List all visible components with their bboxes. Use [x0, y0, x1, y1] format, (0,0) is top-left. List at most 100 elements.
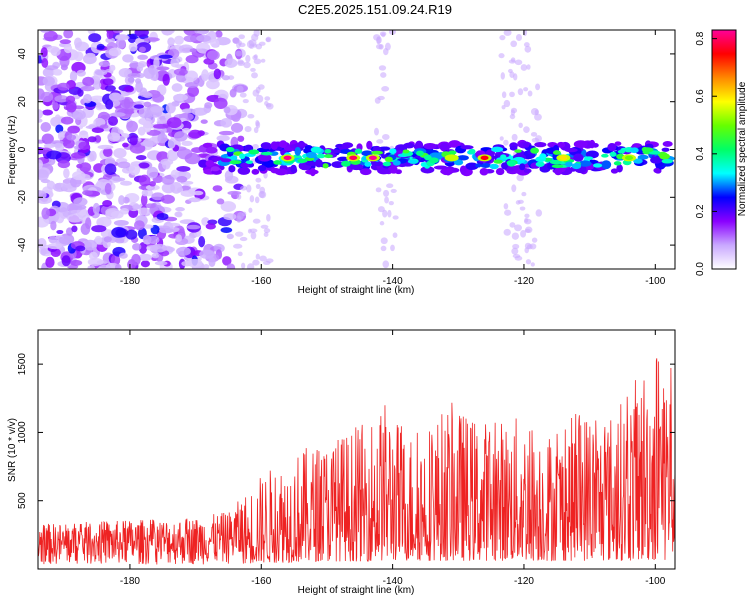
peak-core [447, 155, 456, 161]
signal-core-blob [539, 153, 547, 160]
signal-blob [433, 165, 448, 170]
signal-blob [650, 156, 663, 164]
noise-streak-blob [266, 214, 271, 222]
noise-blob [137, 207, 150, 216]
noise-streak-blob [524, 45, 532, 53]
noise-blob [224, 58, 238, 68]
noise-blob [181, 140, 193, 146]
noise-streak-blob [240, 185, 248, 191]
signal-core-blob [514, 149, 522, 153]
signal-core-blob [609, 151, 617, 157]
spectrogram-y-tick-label: 40 [17, 48, 28, 60]
noise-blob [113, 148, 127, 159]
noise-streak-blob [388, 201, 394, 206]
noise-blob [138, 174, 151, 187]
noise-blob [58, 235, 74, 245]
peak-core [480, 155, 489, 161]
noise-blob [234, 231, 244, 237]
noise-streak-blob [501, 104, 506, 110]
noise-blob [77, 88, 84, 97]
noise-blob [137, 54, 149, 60]
noise-blob [38, 159, 43, 170]
noise-blob [175, 207, 185, 212]
noise-streak-blob [524, 213, 530, 218]
noise-blob [112, 177, 126, 182]
signal-core-blob [493, 159, 503, 164]
signal-core-blob [641, 147, 654, 153]
noise-blob [184, 70, 199, 82]
noise-blob [186, 224, 201, 230]
noise-blob [50, 220, 57, 231]
noise-streak-blob [499, 136, 504, 141]
noise-blob [80, 85, 95, 92]
noise-streak-blob [236, 215, 242, 223]
noise-streak-blob [519, 206, 526, 211]
signal-blob [205, 160, 215, 167]
noise-streak-blob [503, 228, 511, 236]
noise-streak-blob [499, 35, 506, 41]
noise-blob [50, 47, 61, 57]
signal-blob [315, 159, 323, 168]
signal-blob [198, 159, 209, 168]
signal-core-blob [273, 160, 282, 165]
noise-streak-blob [534, 113, 542, 121]
signal-blob [395, 169, 402, 175]
noise-streak-blob [251, 144, 259, 150]
noise-blob [187, 258, 203, 268]
noise-blob [162, 73, 170, 86]
noise-blob [70, 259, 83, 266]
signal-blob [573, 140, 588, 149]
noise-blob [63, 30, 74, 39]
noise-blob [220, 201, 237, 212]
noise-streak-blob [255, 183, 261, 189]
noise-streak-blob [236, 41, 241, 49]
noise-blob [138, 107, 152, 119]
noise-streak-blob [380, 237, 388, 245]
noise-blob [41, 133, 54, 145]
noise-blob [180, 120, 192, 131]
signal-blob [403, 142, 415, 149]
spectrogram-x-tick-label: -140 [383, 276, 403, 287]
signal-blob [423, 142, 437, 150]
noise-blob [182, 127, 191, 134]
noise-streak-blob [531, 237, 538, 243]
noise-streak-blob [516, 174, 524, 182]
noise-streak-blob [503, 99, 511, 108]
noise-streak-blob [236, 194, 242, 200]
signal-blob [328, 149, 341, 154]
signal-core-blob [392, 160, 401, 166]
noise-blob [161, 175, 175, 185]
signal-blob [360, 168, 372, 176]
noise-streak-blob [252, 55, 258, 61]
noise-blob [154, 260, 168, 266]
peak-core [349, 155, 358, 161]
noise-blob [44, 65, 59, 71]
noise-blob [103, 236, 112, 243]
noise-blob [175, 211, 183, 218]
colorbar-tick-label: 0.2 [695, 204, 706, 218]
noise-streak-blob [260, 58, 266, 63]
noise-blob [151, 253, 160, 259]
signal-core-blob [552, 150, 561, 155]
noise-streak-blob [390, 244, 395, 252]
noise-streak-blob [520, 230, 527, 238]
colorbar-tick-label: 0.0 [695, 262, 706, 276]
noise-streak-blob [236, 85, 244, 94]
noise-blob [143, 37, 160, 42]
signal-core-blob [565, 161, 573, 168]
signal-core-blob [506, 160, 516, 167]
noise-blob [97, 144, 114, 150]
noise-streak-blob [376, 36, 381, 45]
signal-core-blob [536, 161, 545, 167]
noise-blob [153, 123, 169, 129]
noise-blob [138, 253, 152, 262]
signal-core-blob [260, 151, 273, 156]
noise-blob [102, 174, 113, 181]
noise-blob [229, 88, 237, 98]
signal-core-blob [428, 157, 439, 164]
signal-core-blob [633, 158, 643, 164]
noise-blob [222, 256, 232, 266]
noise-blob [223, 213, 237, 221]
noise-streak-blob [381, 133, 390, 141]
signal-core-blob [297, 158, 308, 163]
